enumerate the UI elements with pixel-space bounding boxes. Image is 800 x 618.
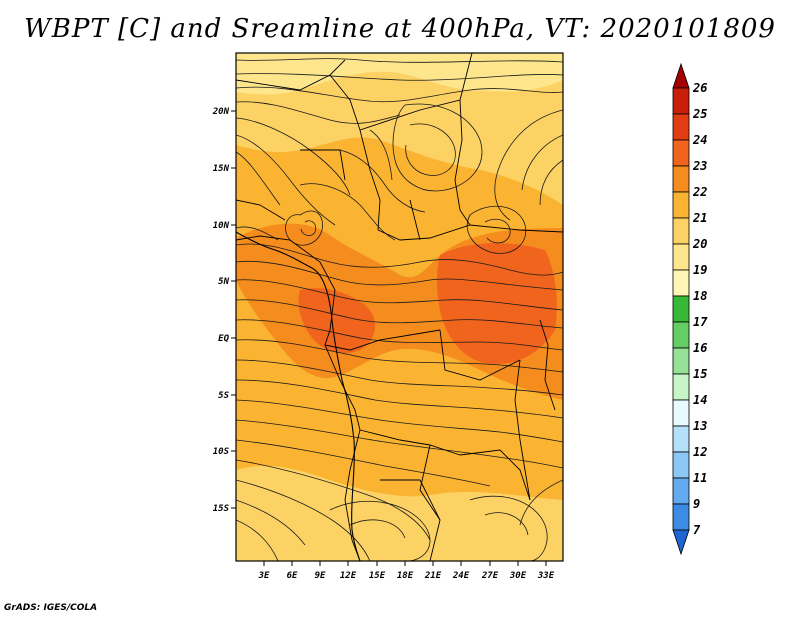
colorbar-swatch xyxy=(672,113,690,141)
map-frame xyxy=(235,52,564,562)
colorbar-arrow-top xyxy=(672,62,690,89)
lon-label: 21E xyxy=(424,571,442,581)
colorbar-arrow-bottom xyxy=(672,529,690,556)
lon-label: 27E xyxy=(481,571,499,581)
colorbar-swatch xyxy=(672,321,690,349)
colorbar-swatch xyxy=(672,217,690,245)
lat-label: 20N xyxy=(212,107,230,117)
colorbar-swatch xyxy=(672,165,690,193)
field-band-20-south xyxy=(236,465,563,561)
colorbar-swatch xyxy=(672,347,690,375)
colorbar xyxy=(672,62,690,556)
lon-labels: 3E 6E 9E 12E 15E 18E 21E 24E 27E 30E 33E xyxy=(258,571,555,581)
colorbar-label: 21 xyxy=(692,211,707,225)
lon-label: 18E xyxy=(397,571,414,581)
colorbar-label: 22 xyxy=(692,185,707,199)
colorbar-label: 23 xyxy=(692,159,707,173)
wbpt-field xyxy=(236,53,563,561)
lat-label: EQ xyxy=(218,334,229,344)
colorbar-swatch xyxy=(672,87,690,115)
colorbar-label: 24 xyxy=(692,133,707,147)
lon-label: 30E xyxy=(509,571,527,581)
colorbar-label: 16 xyxy=(693,341,707,355)
field-band-20-north xyxy=(236,53,563,205)
lat-label: 15N xyxy=(213,164,230,174)
colorbar-swatch xyxy=(672,243,690,271)
lon-ticks xyxy=(263,561,547,566)
lon-label: 24E xyxy=(452,571,470,581)
colorbar-swatch xyxy=(672,191,690,219)
colorbar-label: 9 xyxy=(693,497,700,511)
lon-label: 9E xyxy=(315,571,326,581)
map-title: WBPT [C] and Sreamline at 400hPa, VT: 20… xyxy=(24,14,776,44)
lat-label: 10S xyxy=(213,447,230,457)
colorbar-label: 13 xyxy=(693,419,707,433)
lat-labels: 20N 15N 10N 5N EQ 5S 10S 15S xyxy=(212,107,230,514)
colorbar-swatch xyxy=(672,373,690,401)
lat-label: 10N xyxy=(213,221,230,231)
field-band-19-north xyxy=(236,53,563,95)
lon-label: 6E xyxy=(287,571,298,581)
lat-label: 5N xyxy=(218,277,229,287)
colorbar-swatch xyxy=(672,477,690,505)
colorbar-swatch xyxy=(672,269,690,297)
lat-label: 15S xyxy=(213,504,230,514)
colorbar-swatch xyxy=(672,139,690,167)
lat-ticks xyxy=(231,110,236,509)
lon-label: 33E xyxy=(537,571,555,581)
colorbar-label: 14 xyxy=(693,393,707,407)
colorbar-label: 12 xyxy=(693,445,707,459)
colorbar-label: 26 xyxy=(692,81,707,95)
colorbar-label: 11 xyxy=(693,471,707,485)
colorbar-label: 25 xyxy=(692,107,707,121)
colorbar-swatch xyxy=(672,425,690,453)
lat-label: 5S xyxy=(218,391,229,401)
coastline xyxy=(236,231,361,561)
colorbar-swatch xyxy=(672,451,690,479)
colorbar-swatch xyxy=(672,399,690,427)
colorbar-swatch xyxy=(672,295,690,323)
streamlines xyxy=(236,58,563,561)
colorbar-label: 15 xyxy=(693,367,707,381)
colorbar-label: 17 xyxy=(693,315,708,329)
colorbar-labels: 26 25 24 23 22 21 20 19 18 17 16 15 14 1… xyxy=(692,81,708,537)
grads-credit: GrADS: IGES/COLA xyxy=(4,603,98,613)
colorbar-label: 7 xyxy=(693,523,701,537)
lon-label: 15E xyxy=(369,571,386,581)
colorbar-label: 20 xyxy=(692,237,707,251)
colorbar-swatch xyxy=(672,503,690,531)
lon-label: 12E xyxy=(340,571,357,581)
country-borders xyxy=(236,53,563,561)
colorbar-label: 19 xyxy=(693,263,707,277)
lon-label: 3E xyxy=(258,571,270,581)
colorbar-label: 18 xyxy=(693,289,707,303)
